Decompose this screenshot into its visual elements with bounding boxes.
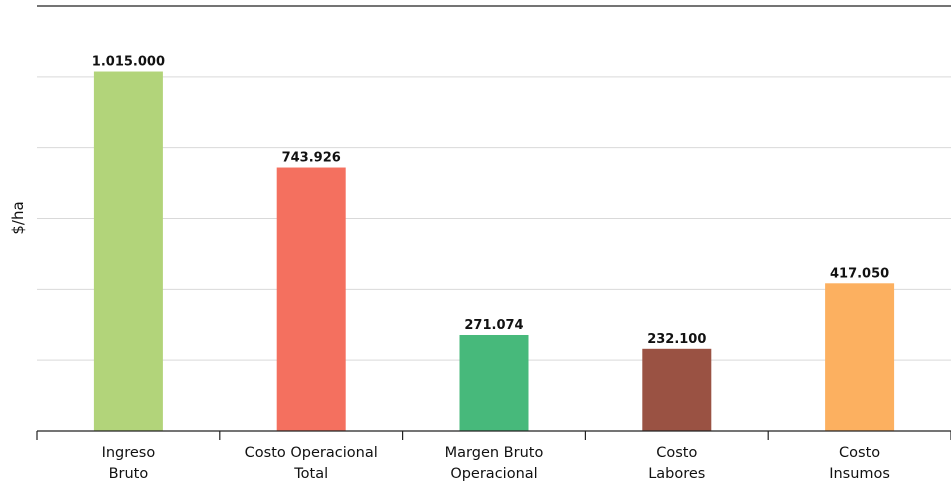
bar xyxy=(93,71,163,431)
bar xyxy=(825,283,895,431)
data-label: 1.015.000 xyxy=(92,55,165,70)
data-label: 271.074 xyxy=(464,318,523,333)
y-axis-label: $/ha xyxy=(9,201,27,234)
x-axis-ticks xyxy=(36,431,951,440)
x-tick-label: Margen Bruto xyxy=(445,445,544,461)
bar xyxy=(276,167,346,431)
x-tick-label: Costo xyxy=(839,445,880,461)
bar xyxy=(642,348,712,431)
x-tick-label: Labores xyxy=(648,466,705,482)
data-label: 743.926 xyxy=(282,151,341,166)
x-axis-category-labels: Ingreso Bruto Costo Operacional Total Margen… xyxy=(102,445,890,482)
x-tick-label: Total xyxy=(293,466,328,482)
bars xyxy=(93,71,895,431)
data-label: 417.050 xyxy=(830,266,889,281)
x-tick-label: Operacional xyxy=(450,466,537,482)
data-labels: 1.015.000 743.926 271.074 232.100 417.050 xyxy=(92,55,889,347)
data-label: 232.100 xyxy=(647,332,706,347)
x-tick-label: Costo Operacional xyxy=(245,445,378,461)
x-tick-label: Ingreso xyxy=(102,445,156,461)
x-tick-label: Bruto xyxy=(109,466,149,482)
gridlines xyxy=(37,76,951,361)
bar xyxy=(459,334,529,431)
x-tick-label: Costo xyxy=(656,445,697,461)
x-tick-label: Insumos xyxy=(829,466,890,482)
